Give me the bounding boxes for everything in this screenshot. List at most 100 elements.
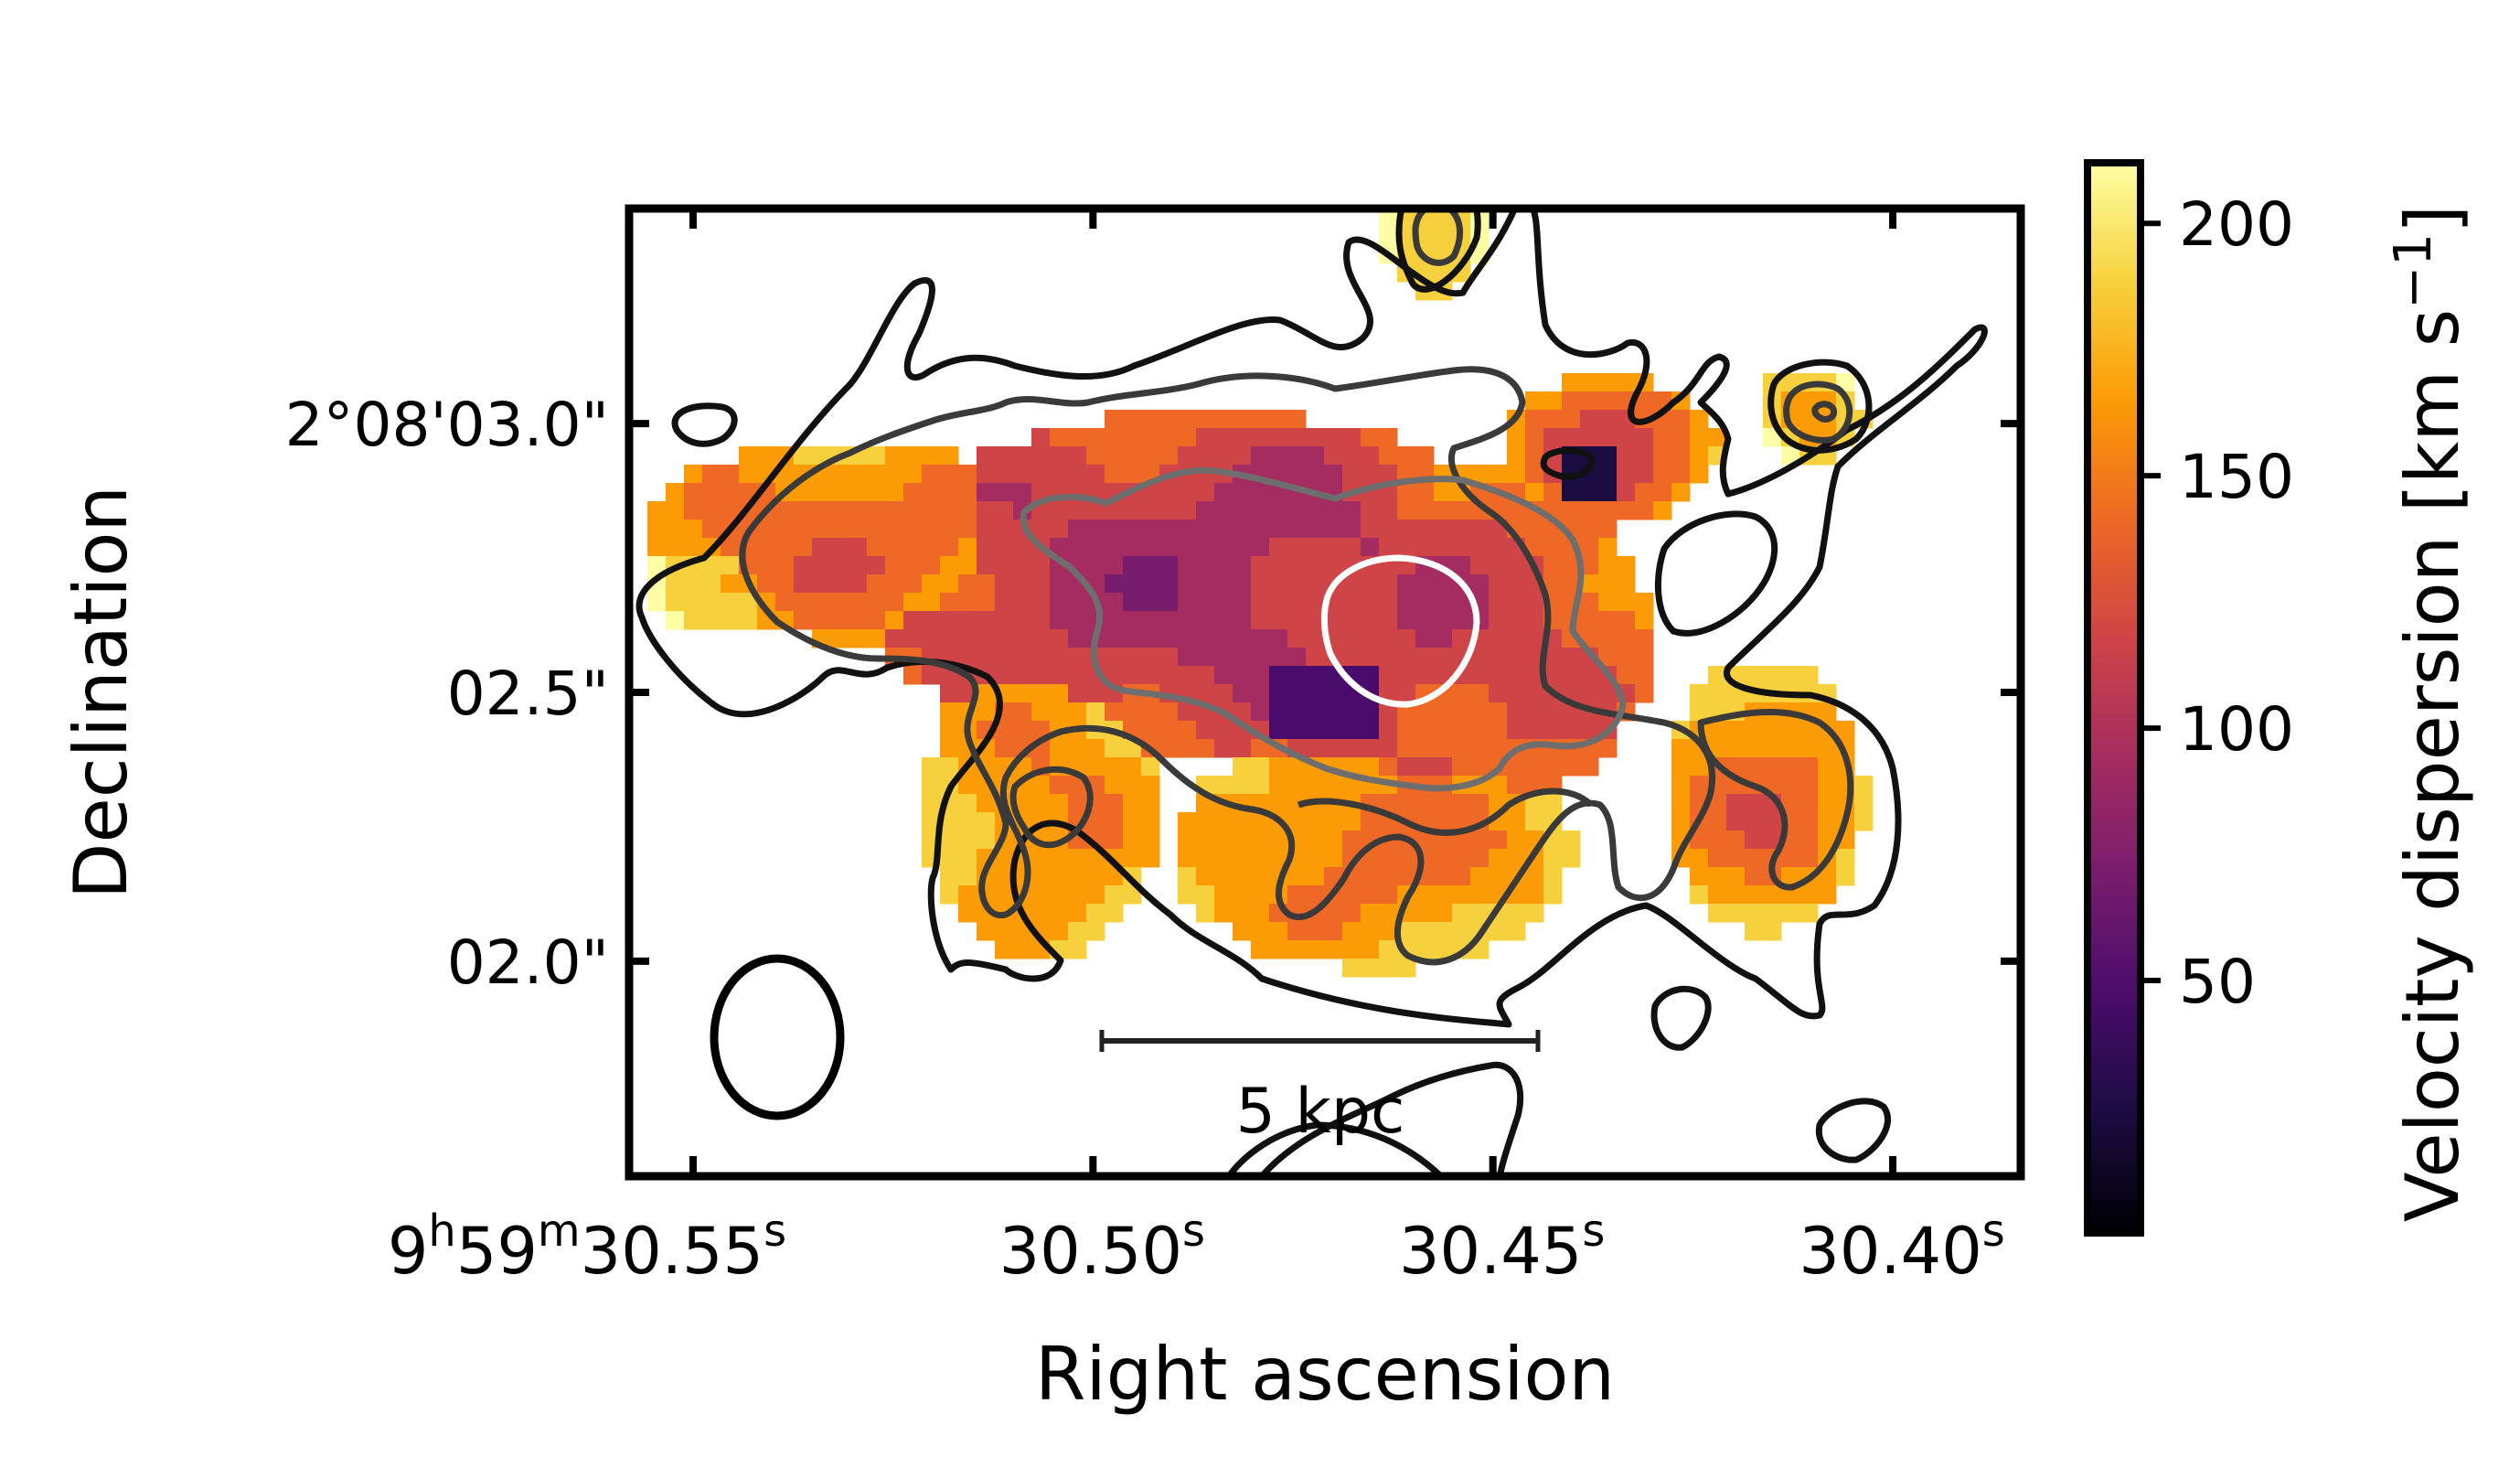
- heatmap-cell: [1525, 702, 1544, 722]
- heatmap-cell: [922, 611, 941, 630]
- heatmap-cell: [1251, 702, 1270, 722]
- heatmap-cell: [1196, 611, 1215, 630]
- heatmap-cell: [849, 465, 868, 484]
- heatmap-cell: [1086, 556, 1105, 575]
- heatmap-cell: [1178, 885, 1197, 905]
- heatmap-cell: [757, 556, 776, 575]
- heatmap-cell: [1745, 794, 1764, 813]
- heatmap-cell: [739, 446, 758, 466]
- heatmap-cell: [1562, 721, 1581, 740]
- heatmap-cell: [1031, 556, 1051, 575]
- heatmap-cell: [1306, 684, 1325, 703]
- heatmap-cell: [1671, 776, 1691, 795]
- heatmap-cell: [940, 684, 959, 703]
- heatmap-cell: [1251, 410, 1270, 429]
- heatmap-cell: [1196, 574, 1215, 594]
- heatmap-cell: [958, 776, 977, 795]
- heatmap-cell: [1306, 739, 1325, 758]
- heatmap-cell: [958, 794, 977, 813]
- heatmap-cell: [1708, 721, 1727, 740]
- heatmap-cell: [647, 520, 667, 539]
- heatmap-cell: [1269, 593, 1288, 612]
- heatmap-cell: [1617, 574, 1636, 594]
- heatmap-cell: [1233, 867, 1252, 886]
- heatmap-cell: [1013, 648, 1032, 667]
- heatmap-cell: [1287, 520, 1307, 539]
- heatmap-cell: [1123, 830, 1142, 850]
- heatmap-cell: [1763, 666, 1782, 685]
- heatmap-cell: [684, 611, 703, 630]
- heatmap-cell: [1233, 593, 1252, 612]
- heatmap-cell: [1653, 446, 1672, 466]
- heatmap-cell: [1690, 702, 1709, 722]
- heatmap-cell: [830, 556, 849, 575]
- heatmap-cell: [1543, 721, 1563, 740]
- heatmap-cell: [1598, 684, 1618, 703]
- heatmap-cell: [1141, 574, 1160, 594]
- heatmap-cell: [1141, 849, 1160, 868]
- heatmap-cell: [1397, 611, 1416, 630]
- heatmap-cell: [1214, 849, 1233, 868]
- heatmap-cell: [1306, 776, 1325, 795]
- heatmap-cell: [1434, 812, 1453, 831]
- heatmap-cell: [1342, 520, 1361, 539]
- heatmap-cell: [977, 648, 996, 667]
- heatmap-cell: [1507, 830, 1526, 850]
- heatmap-cell: [1562, 849, 1581, 868]
- heatmap-cell: [1580, 520, 1599, 539]
- heatmap-cell: [1489, 922, 1508, 941]
- heatmap-cell: [1287, 702, 1307, 722]
- heatmap-cell: [1287, 629, 1307, 648]
- heatmap-cell: [1507, 812, 1526, 831]
- heatmap-cell: [739, 465, 758, 484]
- heatmap-cell: [1342, 812, 1361, 831]
- heatmap-cell: [1050, 849, 1069, 868]
- heatmap-cell: [922, 446, 941, 466]
- heatmap-cell: [1105, 538, 1124, 557]
- heatmap-cell: [1269, 776, 1288, 795]
- heatmap-cell: [1214, 410, 1233, 429]
- heatmap-cell: [1251, 629, 1270, 648]
- heatmap-cell: [1854, 812, 1874, 831]
- heatmap-cell: [903, 446, 923, 466]
- heatmap-cell: [1050, 520, 1069, 539]
- heatmap-cell: [1415, 629, 1435, 648]
- heatmap-cell: [702, 483, 721, 502]
- heatmap-cell: [1287, 410, 1307, 429]
- heatmap-cell: [1708, 684, 1727, 703]
- heatmap-cell: [1013, 721, 1032, 740]
- heatmap-cell: [1617, 373, 1636, 392]
- heatmap-cell: [1525, 904, 1544, 923]
- mid-contour-lower-middle: [1297, 788, 1594, 836]
- heatmap-cell: [958, 556, 977, 575]
- heatmap-cell: [1708, 885, 1727, 905]
- heatmap-cell: [1287, 574, 1307, 594]
- heatmap-cell: [1525, 666, 1544, 685]
- outer-contour-island-bottom-far-right: [1815, 1098, 1892, 1163]
- heatmap-cell: [1324, 556, 1343, 575]
- heatmap-cell: [1214, 574, 1233, 594]
- heatmap-cell: [1324, 446, 1343, 466]
- heatmap-cell: [1269, 922, 1288, 941]
- outer-contour-island-left: [671, 402, 738, 447]
- heatmap-cell: [684, 574, 703, 594]
- heatmap-cell: [867, 593, 886, 612]
- heatmap-cell: [995, 501, 1014, 520]
- heatmap-cell: [1361, 666, 1380, 685]
- heatmap-cell: [1598, 520, 1618, 539]
- heatmap-cell: [867, 465, 886, 484]
- heatmap-cell: [1580, 666, 1599, 685]
- heatmap-cell: [958, 465, 977, 484]
- heatmap-cell: [830, 465, 849, 484]
- heatmap-cell: [940, 721, 959, 740]
- heatmap-cell: [1562, 757, 1581, 777]
- heatmap-cell: [1013, 666, 1032, 685]
- heatmap-cell: [1251, 446, 1270, 466]
- heatmap-cell: [1324, 428, 1343, 447]
- heatmap-cell: [1726, 849, 1746, 868]
- heatmap-cell: [1452, 812, 1471, 831]
- heatmap-cell: [1452, 538, 1471, 557]
- core-contour: [1320, 554, 1480, 708]
- heatmap-cell: [721, 538, 740, 557]
- heatmap-cell: [1708, 428, 1727, 447]
